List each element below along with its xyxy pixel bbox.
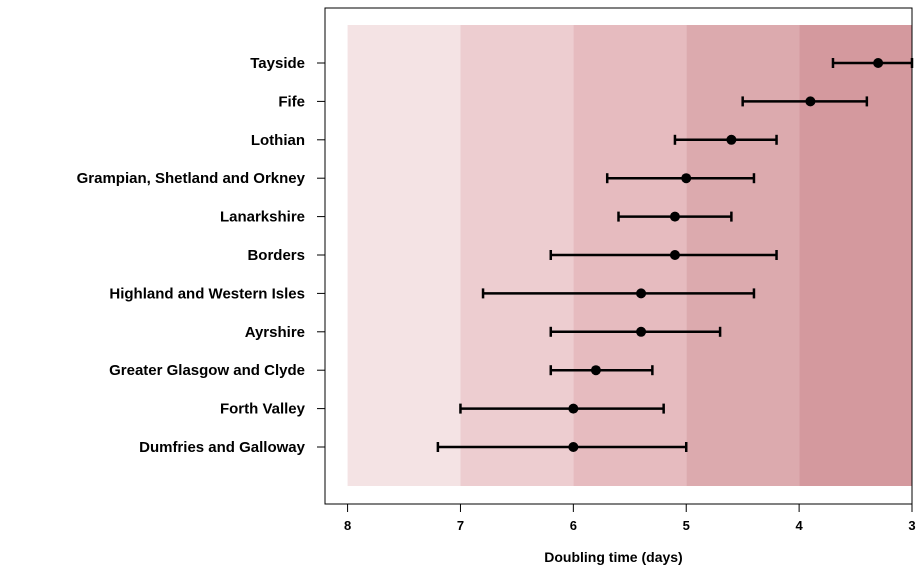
x-axis: 8 7 6 5 4 3 [344, 504, 916, 533]
category-label: Ayrshire [245, 324, 305, 341]
band-0 [347, 25, 461, 486]
category-label: Dumfries and Galloway [139, 439, 306, 456]
category-label: Lanarkshire [220, 209, 305, 226]
x-tick-label: 7 [457, 518, 464, 533]
estimate-point [669, 250, 680, 260]
x-tick-label: 4 [795, 518, 803, 533]
x-tick-label: 8 [344, 518, 351, 533]
x-tick-label: 3 [908, 518, 915, 533]
plot-frame [324, 7, 913, 505]
category-label: Lothian [251, 132, 305, 149]
category-label: Forth Valley [220, 401, 306, 418]
category-label: Tayside [250, 55, 305, 72]
y-axis: Tayside Fife Lothian Grampian, Shetland and… [77, 55, 325, 456]
estimate-point [636, 288, 647, 299]
estimate-point [636, 326, 647, 337]
estimate-point [590, 365, 601, 376]
category-label: Grampian, Shetland and Orkney [77, 170, 306, 187]
x-axis-title: Doubling time (days) [544, 549, 682, 565]
estimate-point [681, 173, 692, 184]
category-label: Greater Glasgow and Clyde [109, 362, 305, 379]
band-4 [799, 25, 912, 486]
category-label: Fife [278, 93, 305, 110]
estimate-point [568, 442, 579, 452]
x-tick-label: 6 [570, 518, 577, 533]
category-label: Borders [247, 247, 305, 264]
estimate-point [669, 211, 680, 222]
estimate-point [726, 134, 737, 145]
x-tick-label: 5 [683, 518, 690, 533]
series-errorbars [436, 58, 914, 452]
estimate-point [873, 58, 884, 68]
estimate-point [568, 403, 579, 414]
estimate-point [805, 96, 816, 107]
category-label: Highland and Western Isles [109, 285, 305, 302]
